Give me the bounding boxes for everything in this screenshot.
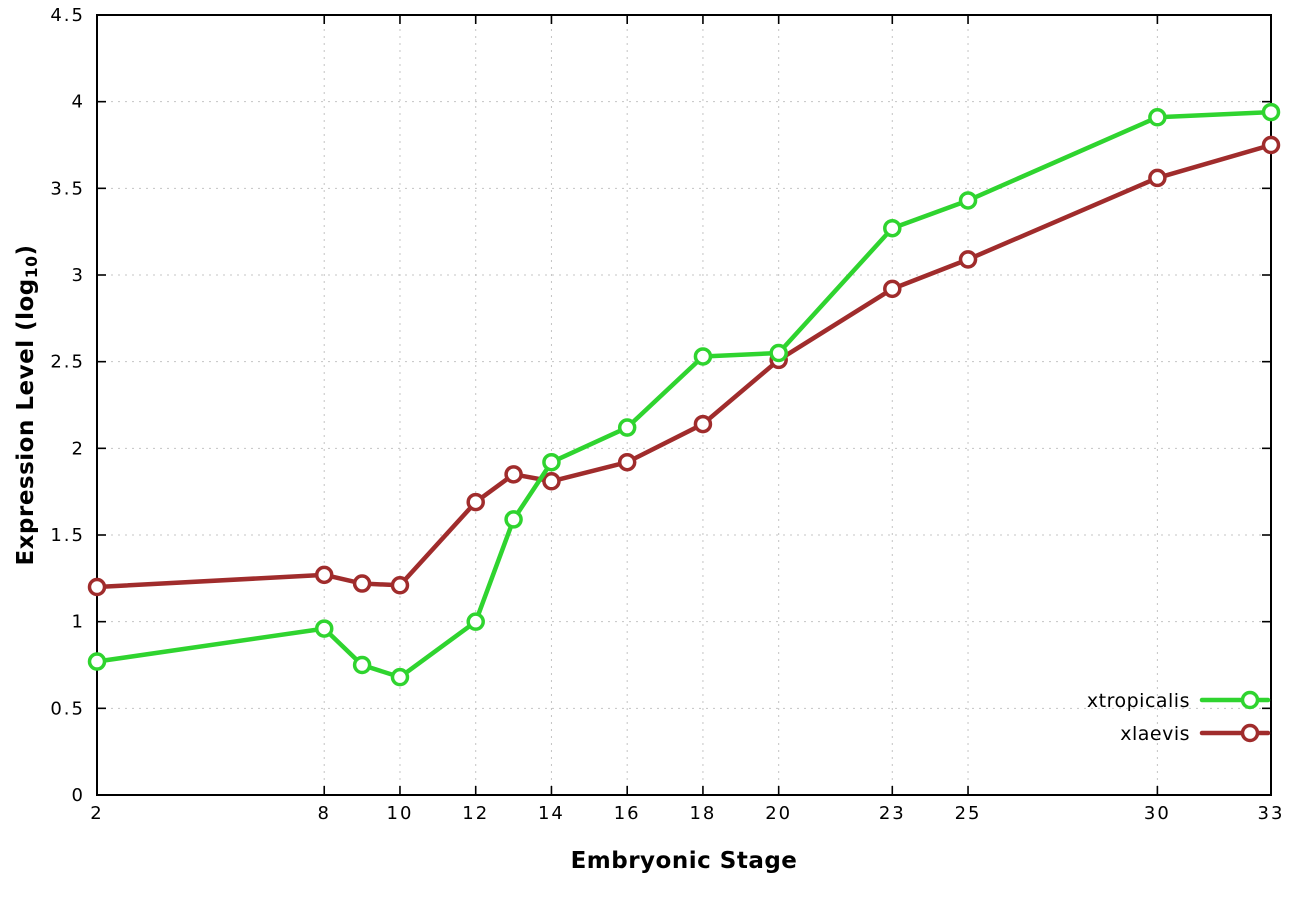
data-point-xlaevis xyxy=(87,577,107,597)
data-point-xlaevis xyxy=(390,576,410,595)
legend-label: xtropicalis xyxy=(1087,690,1190,712)
data-point-xtropicalis xyxy=(769,343,788,363)
y-tick-label: 1 xyxy=(72,612,85,633)
y-axis-title-subscript: 10 xyxy=(22,255,42,279)
data-point-xtropicalis xyxy=(1261,102,1281,122)
x-axis-title: Embryonic Stage xyxy=(570,848,798,874)
x-tick-label: 10 xyxy=(387,803,414,824)
legend-sample-marker xyxy=(1240,690,1260,710)
data-point-xtropicalis xyxy=(466,612,485,631)
series-line-xtropicalis xyxy=(94,109,1274,680)
y-axis-title-text: Expression Level (log xyxy=(12,278,39,566)
y-tick-label: 3.5 xyxy=(50,178,85,199)
data-point-xlaevis xyxy=(1261,135,1281,155)
data-point-xtropicalis xyxy=(1148,108,1167,127)
x-tick-label: 20 xyxy=(765,803,792,824)
y-tick-label: 2 xyxy=(72,438,85,459)
data-point-xlaevis xyxy=(958,250,978,269)
y-tick-label: 2.5 xyxy=(50,352,85,373)
data-point-xtropicalis xyxy=(958,191,978,210)
data-point-xtropicalis xyxy=(883,218,902,238)
data-point-xtropicalis xyxy=(314,619,334,638)
data-point-xlaevis xyxy=(504,465,523,484)
data-point-xtropicalis xyxy=(542,452,561,472)
data-point-xlaevis xyxy=(542,472,561,491)
x-tick-label: 8 xyxy=(317,803,330,824)
legend-label: xlaevis xyxy=(1120,723,1190,745)
data-point-xtropicalis xyxy=(87,652,107,671)
data-point-xtropicalis xyxy=(352,655,372,675)
data-point-xtropicalis xyxy=(693,347,713,366)
y-tick-label: 4.5 xyxy=(50,5,85,26)
data-point-xlaevis xyxy=(1148,168,1167,188)
plot-border xyxy=(96,14,1272,796)
data-point-xlaevis xyxy=(617,452,637,472)
data-point-xlaevis xyxy=(352,574,372,593)
x-tick-label: 18 xyxy=(689,803,716,824)
x-tick-label: 2 xyxy=(90,803,103,824)
x-tick-label: 16 xyxy=(614,803,641,824)
y-tick-label: 3 xyxy=(72,265,85,286)
x-tick-label: 14 xyxy=(538,803,565,824)
legend-sample-marker xyxy=(1240,723,1260,743)
data-point-xtropicalis xyxy=(617,418,637,437)
y-tick-label: 0.5 xyxy=(50,698,85,719)
x-tick-label: 12 xyxy=(462,803,489,824)
x-tick-label: 23 xyxy=(879,803,906,824)
y-tick-label: 4 xyxy=(72,92,85,113)
x-tick-label: 25 xyxy=(955,803,982,824)
legend-entry-xlaevis: xlaevis xyxy=(1120,723,1271,745)
y-tick-label: 1.5 xyxy=(50,525,85,546)
data-point-xlaevis xyxy=(693,414,713,434)
data-point-xlaevis xyxy=(314,565,334,585)
series-line-xlaevis xyxy=(94,142,1274,590)
x-tick-label: 33 xyxy=(1258,803,1285,824)
x-tick-label: 30 xyxy=(1144,803,1171,824)
data-point-xlaevis xyxy=(883,279,902,299)
legend-entry-xtropicalis: xtropicalis xyxy=(1087,690,1271,712)
y-tick-label: 0 xyxy=(72,785,85,806)
data-point-xlaevis xyxy=(466,492,485,512)
data-point-xtropicalis xyxy=(504,510,523,529)
data-point-xtropicalis xyxy=(390,667,410,687)
y-axis-title-suffix: ) xyxy=(12,244,39,256)
y-axis-title: Expression Level (log10) xyxy=(13,244,41,565)
